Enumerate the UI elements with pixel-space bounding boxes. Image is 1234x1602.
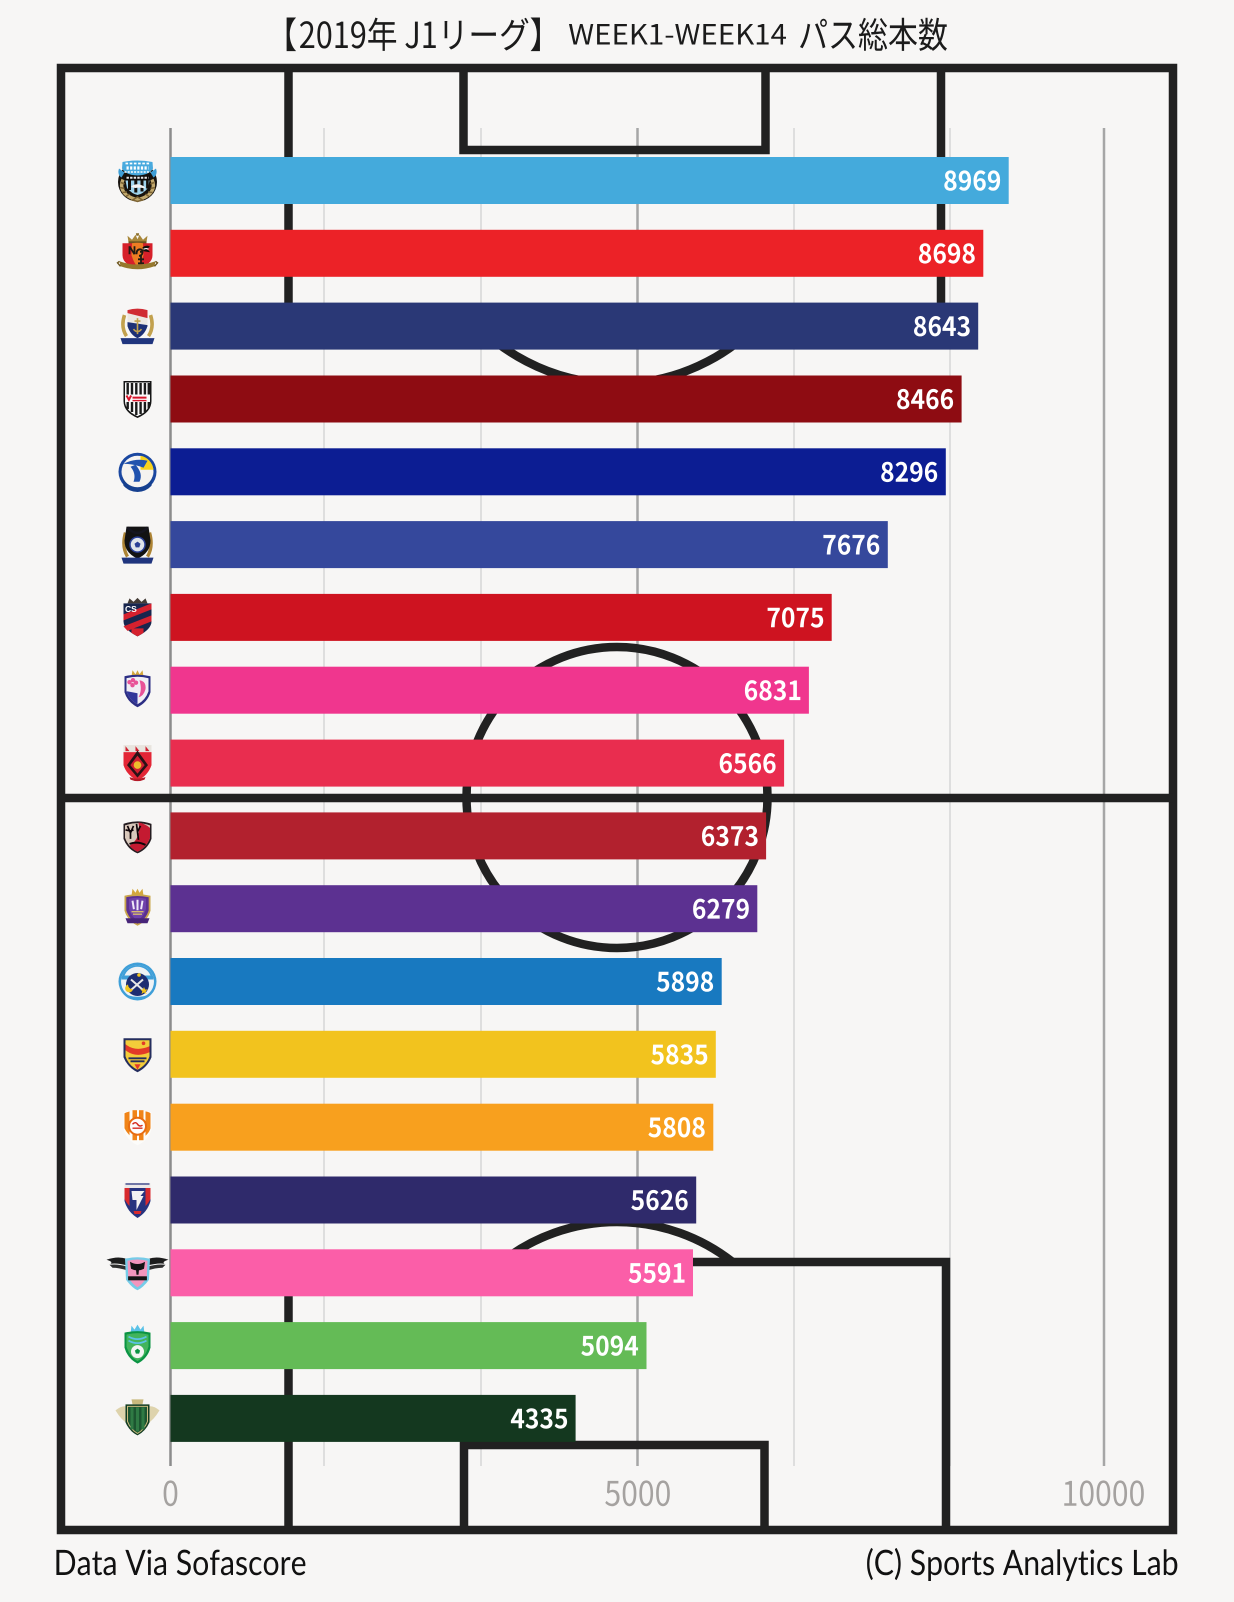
svg-text:CS: CS xyxy=(125,604,137,614)
